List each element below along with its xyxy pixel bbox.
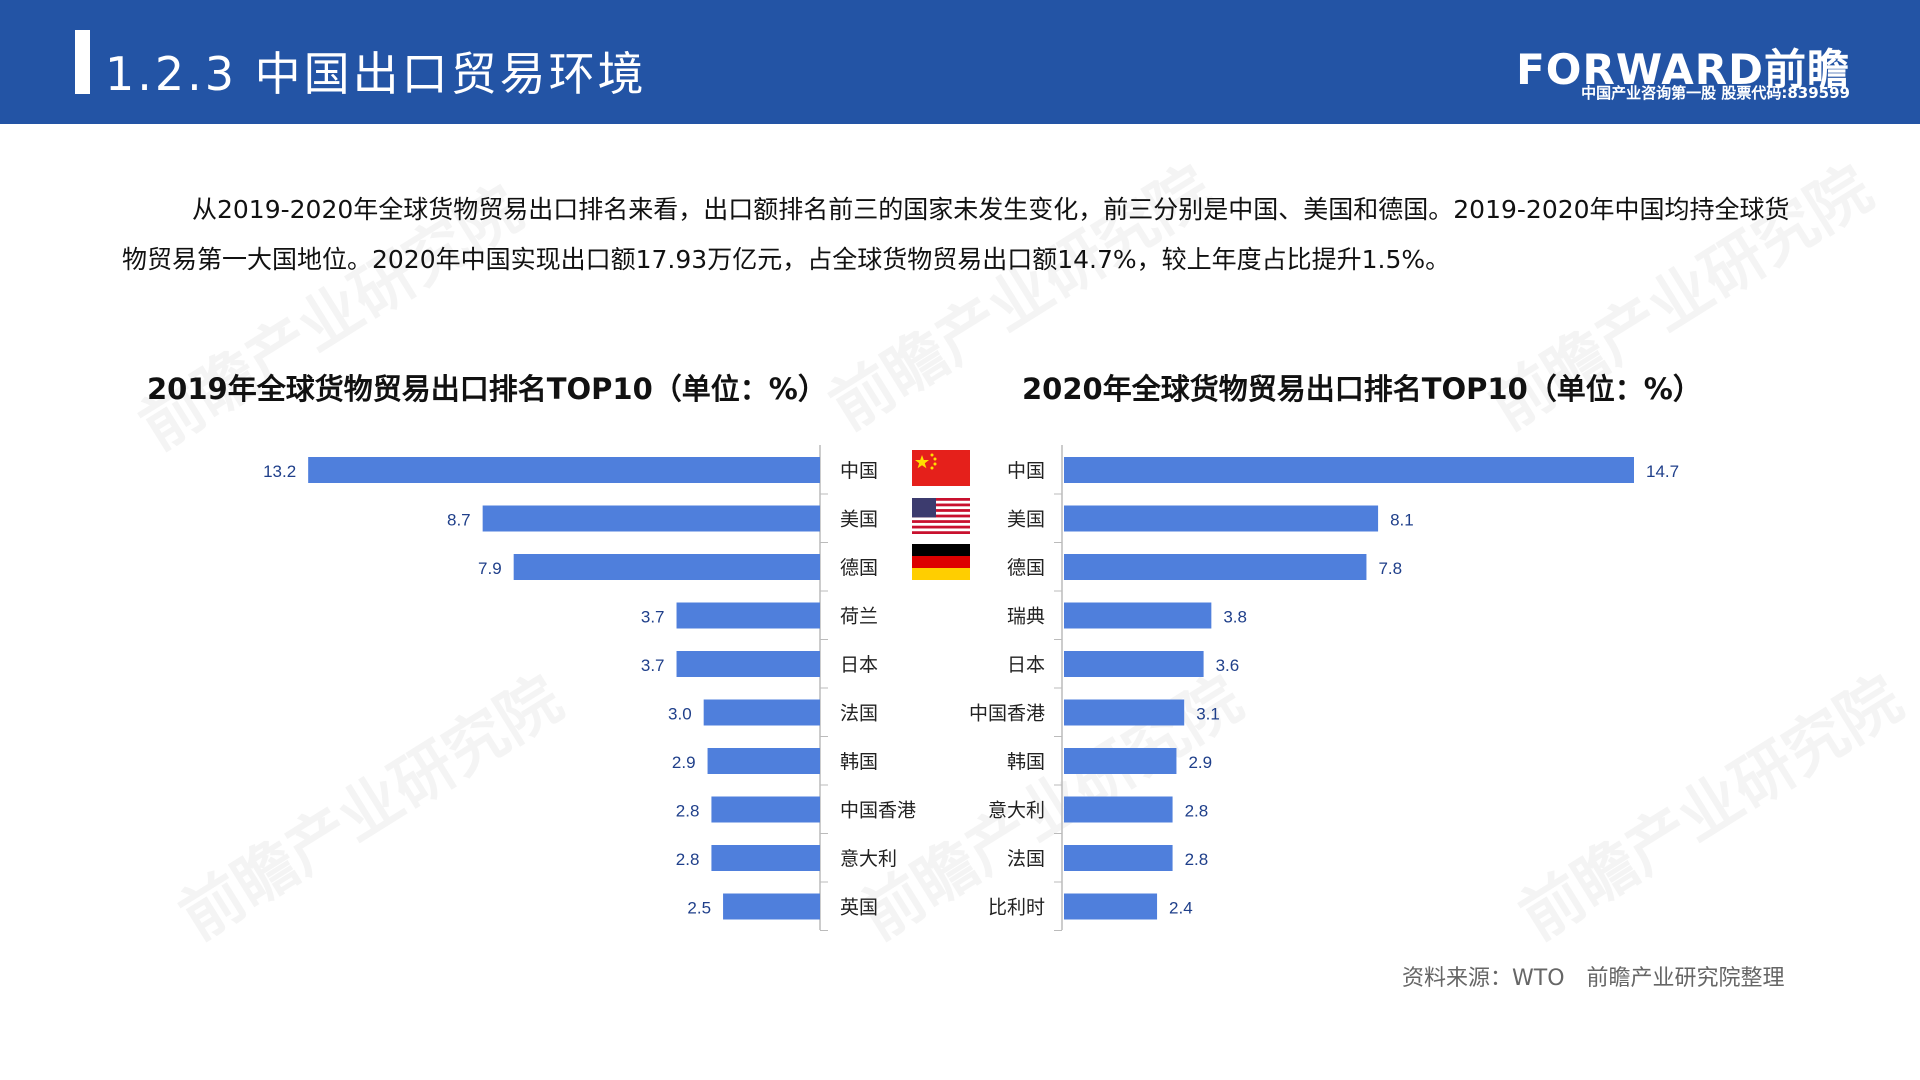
category-label-2019: 意大利 xyxy=(840,848,897,870)
value-label-2020: 3.8 xyxy=(1223,608,1247,627)
category-label-2019: 荷兰 xyxy=(840,606,878,628)
category-label-2019: 法国 xyxy=(840,703,878,725)
germany-flag-icon xyxy=(912,544,970,580)
value-label-2020: 2.8 xyxy=(1185,850,1209,869)
value-label-2019: 2.8 xyxy=(676,802,700,821)
bar-2020 xyxy=(1064,748,1177,774)
bar-2019 xyxy=(308,457,820,483)
logo-text: FORWARD前瞻 xyxy=(1516,45,1850,94)
bar-2020 xyxy=(1064,602,1212,629)
category-label-2019: 中国 xyxy=(840,460,878,482)
value-label-2020: 2.8 xyxy=(1185,802,1209,821)
usa-flag-icon xyxy=(912,498,970,534)
bar-2020 xyxy=(1064,505,1379,532)
value-label-2019: 2.9 xyxy=(672,753,696,772)
value-label-2019: 3.7 xyxy=(641,656,665,675)
category-label-2019: 中国香港 xyxy=(840,800,916,822)
forward-logo: FORWARD前瞻 中国产业咨询第一股 股票代码:839599 xyxy=(1516,36,1850,106)
bar-2019 xyxy=(723,893,820,920)
bar-2020 xyxy=(1064,651,1204,677)
bar-2020 xyxy=(1064,457,1634,483)
bar-2019 xyxy=(676,602,820,629)
category-label-2019: 日本 xyxy=(840,654,878,676)
bar-2019 xyxy=(711,796,820,823)
bar-2019 xyxy=(482,505,820,532)
bar-2019 xyxy=(703,699,820,726)
value-label-2020: 7.8 xyxy=(1378,559,1402,578)
value-label-2019: 3.7 xyxy=(641,608,665,627)
value-label-2020: 2.9 xyxy=(1188,753,1212,772)
category-label-2020: 中国香港 xyxy=(969,703,1045,725)
bar-2019 xyxy=(513,554,820,580)
category-label-2020: 韩国 xyxy=(1007,751,1045,773)
value-label-2019: 7.9 xyxy=(478,559,502,578)
value-label-2020: 3.6 xyxy=(1216,656,1240,675)
bar-2019 xyxy=(707,748,820,774)
bar-2020 xyxy=(1064,845,1173,871)
export-ranking-chart: 13.2 中国 8.7 美国 7.9 德国 3.7 荷兰 3.7 日本 3.0 法国 2.9 韩国 2.8 中… xyxy=(263,445,1679,931)
value-label-2019: 2.5 xyxy=(687,899,711,918)
title-accent-bar xyxy=(75,30,90,94)
bar-2020 xyxy=(1064,699,1185,726)
value-label-2020: 3.1 xyxy=(1196,705,1220,724)
bar-2020 xyxy=(1064,796,1173,823)
category-label-2020: 美国 xyxy=(1007,509,1045,531)
bar-2020 xyxy=(1064,554,1367,580)
category-label-2020: 意大利 xyxy=(988,800,1045,822)
value-label-2020: 14.7 xyxy=(1646,462,1679,481)
category-label-2020: 瑞典 xyxy=(1007,606,1045,628)
chart-title-2020: 2020年全球货物贸易出口排名TOP10（单位：%） xyxy=(1022,372,1702,406)
bar-2019 xyxy=(711,845,820,871)
category-label-2019: 德国 xyxy=(840,557,878,579)
value-label-2019: 2.8 xyxy=(676,850,700,869)
value-label-2019: 3.0 xyxy=(668,705,692,724)
category-label-2019: 英国 xyxy=(840,897,878,919)
category-label-2020: 中国 xyxy=(1007,460,1045,482)
chart-title-2019: 2019年全球货物贸易出口排名TOP10（单位：%） xyxy=(147,372,827,406)
header-banner: 1.2.3 中国出口贸易环境 FORWARD前瞻 中国产业咨询第一股 股票代码:… xyxy=(0,0,1920,124)
category-label-2020: 日本 xyxy=(1007,654,1045,676)
intro-paragraph: 从2019-2020年全球货物贸易出口排名来看，出口额排名前三的国家未发生变化，… xyxy=(122,195,1790,274)
category-label-2019: 韩国 xyxy=(840,751,878,773)
logo-subtitle: 中国产业咨询第一股 股票代码:839599 xyxy=(1581,84,1850,102)
category-label-2020: 法国 xyxy=(1007,848,1045,870)
value-label-2019: 13.2 xyxy=(263,462,296,481)
value-label-2020: 2.4 xyxy=(1169,899,1193,918)
category-label-2020: 德国 xyxy=(1007,557,1045,579)
bar-2020 xyxy=(1064,893,1158,920)
value-label-2019: 8.7 xyxy=(447,511,471,530)
bar-2019 xyxy=(676,651,820,677)
page-title: 1.2.3 中国出口贸易环境 xyxy=(105,47,647,101)
category-label-2019: 美国 xyxy=(840,509,878,531)
china-flag-icon xyxy=(912,450,970,486)
category-label-2020: 比利时 xyxy=(988,897,1045,919)
value-label-2020: 8.1 xyxy=(1390,511,1414,530)
source-note: 资料来源：WTO 前瞻产业研究院整理 xyxy=(1402,966,1785,991)
